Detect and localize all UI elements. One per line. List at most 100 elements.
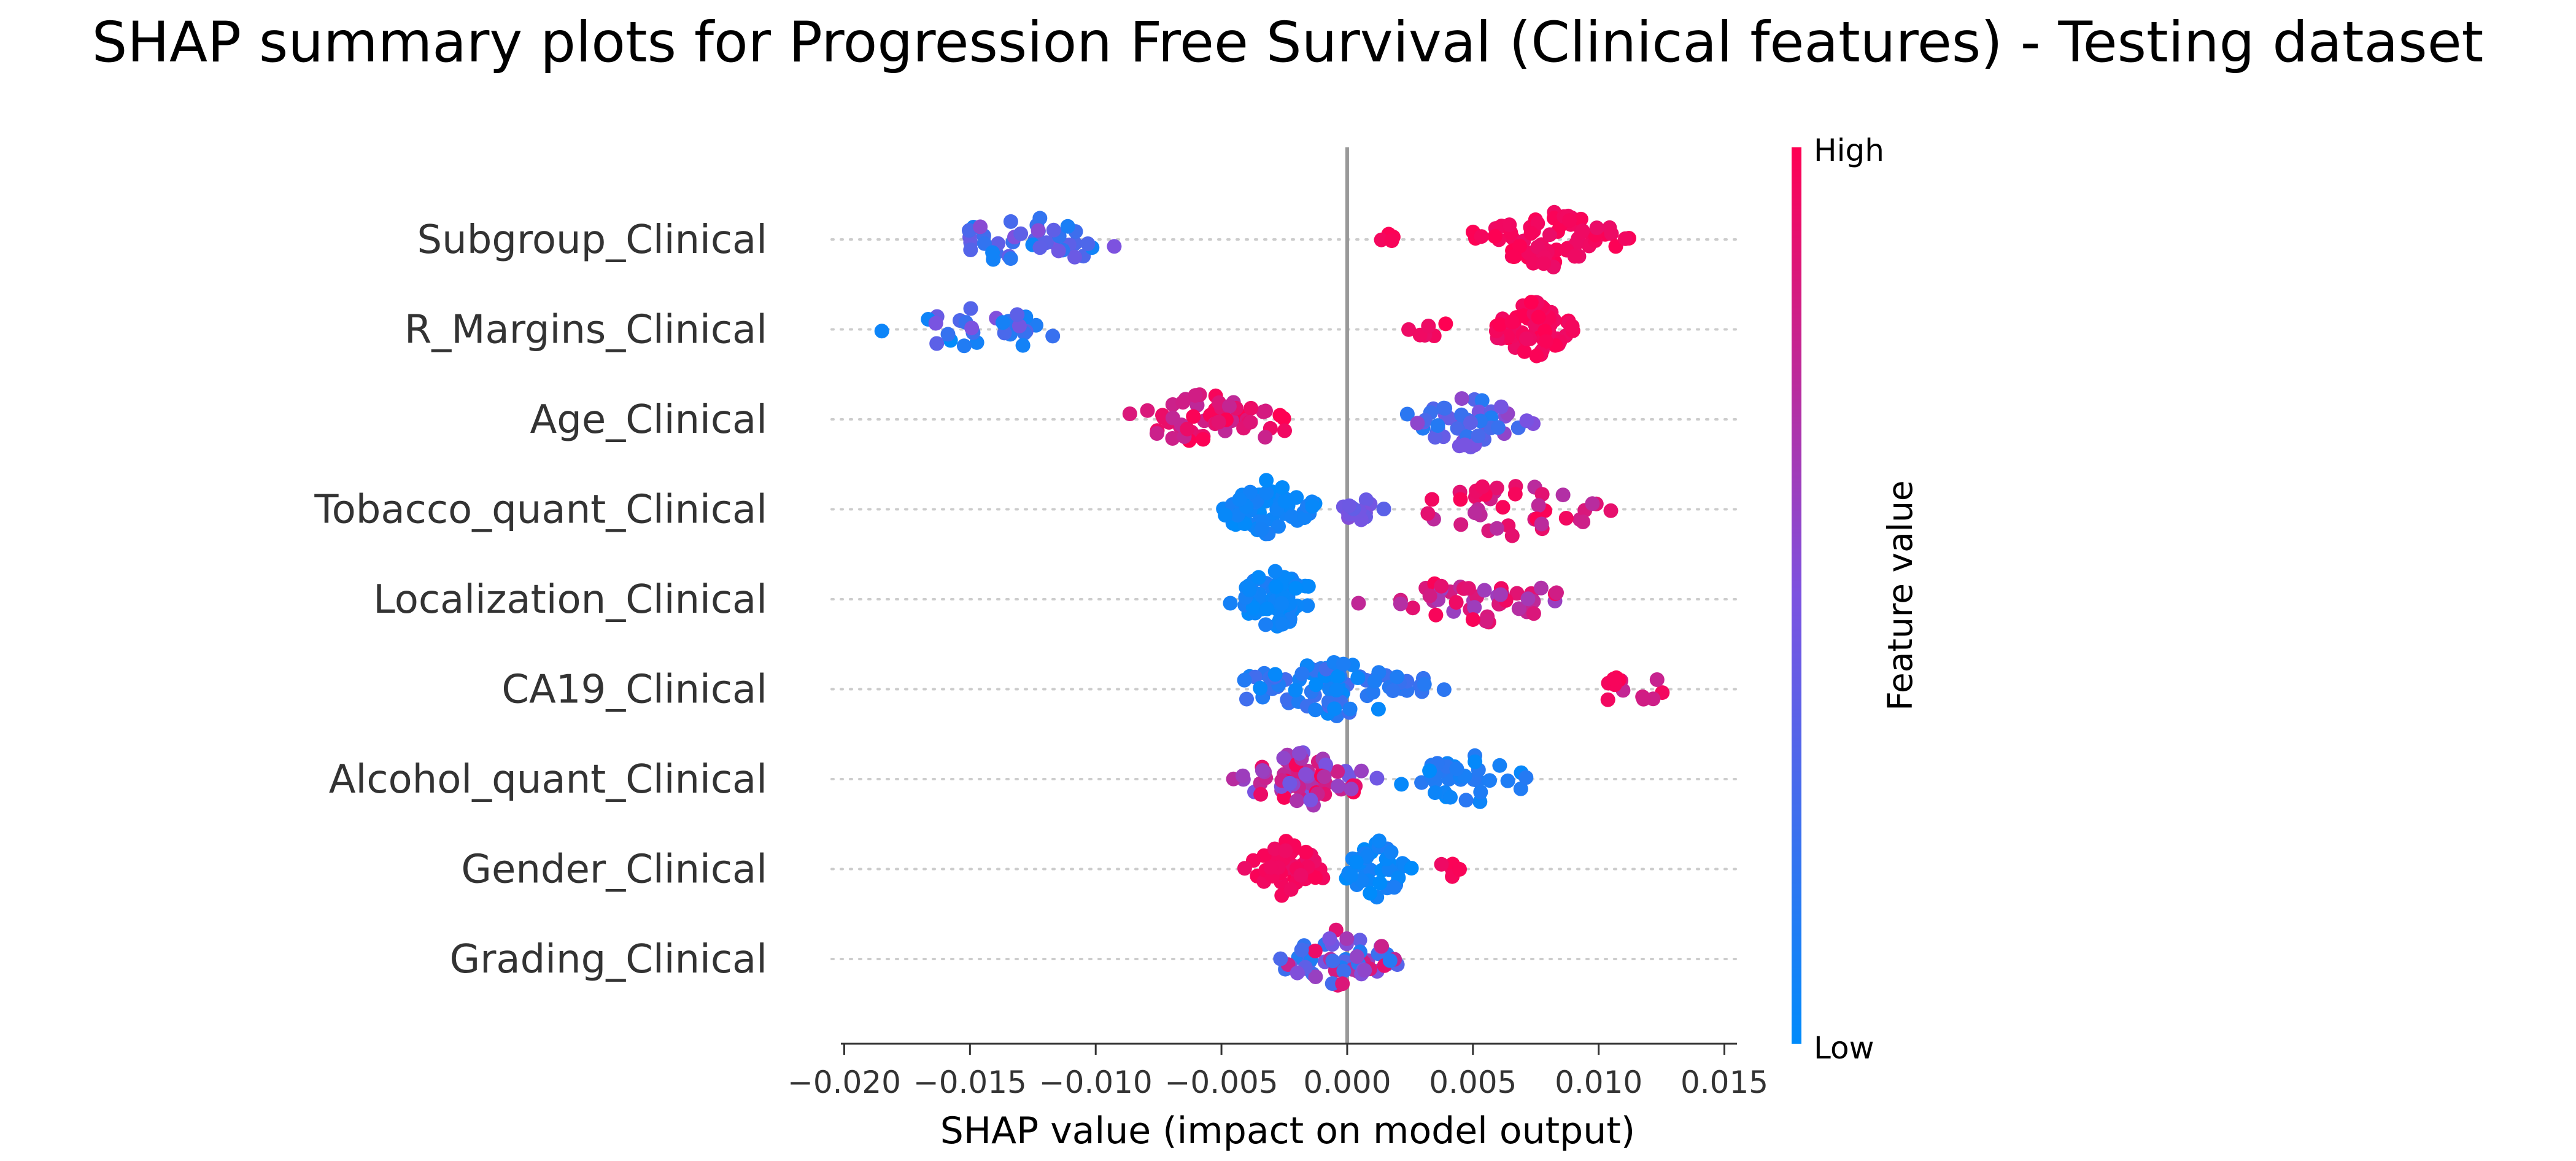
data-point bbox=[1471, 428, 1486, 443]
data-point bbox=[1354, 763, 1369, 779]
data-point bbox=[1482, 773, 1497, 788]
data-point bbox=[1454, 391, 1469, 406]
data-point bbox=[1562, 213, 1577, 228]
data-point bbox=[1259, 473, 1274, 488]
data-point bbox=[1282, 775, 1298, 791]
data-point bbox=[1290, 965, 1305, 980]
data-point bbox=[1513, 781, 1528, 796]
data-point bbox=[1387, 880, 1402, 895]
data-point bbox=[1211, 414, 1226, 430]
data-point bbox=[1245, 600, 1261, 615]
data-point bbox=[1010, 307, 1025, 322]
data-point bbox=[1519, 413, 1534, 429]
data-point bbox=[1342, 701, 1358, 716]
data-point bbox=[1251, 570, 1266, 585]
feature-label: Grading_Clinical bbox=[450, 937, 768, 982]
data-point bbox=[963, 301, 978, 316]
data-point bbox=[995, 315, 1010, 330]
data-point bbox=[1461, 581, 1476, 596]
x-tick-label: 0.015 bbox=[1681, 1065, 1768, 1100]
data-point bbox=[962, 223, 977, 238]
feature-label: R_Margins_Clinical bbox=[404, 308, 767, 353]
data-point bbox=[1526, 255, 1541, 271]
data-point bbox=[1382, 953, 1398, 968]
data-point bbox=[1489, 521, 1504, 536]
data-point bbox=[1046, 222, 1061, 238]
data-point bbox=[1576, 514, 1591, 529]
data-point bbox=[1221, 398, 1237, 414]
data-point bbox=[1344, 868, 1359, 883]
data-point bbox=[1585, 496, 1600, 511]
data-point bbox=[1267, 564, 1283, 579]
data-point bbox=[1276, 411, 1291, 426]
data-point bbox=[1534, 487, 1550, 502]
data-point bbox=[1122, 406, 1137, 421]
data-point bbox=[1512, 238, 1528, 254]
data-point bbox=[1196, 432, 1211, 447]
beeswarm-points bbox=[874, 204, 1670, 993]
data-point bbox=[1277, 494, 1293, 509]
data-point bbox=[1405, 600, 1420, 616]
data-point bbox=[1060, 219, 1075, 234]
data-point bbox=[1336, 963, 1352, 979]
data-point bbox=[963, 243, 978, 257]
data-point bbox=[1003, 214, 1018, 229]
data-point bbox=[1366, 685, 1380, 700]
data-point bbox=[1165, 410, 1180, 425]
data-point bbox=[1475, 479, 1490, 494]
data-point bbox=[1504, 528, 1520, 543]
feature-label: Subgroup_Clinical bbox=[417, 217, 767, 263]
data-point bbox=[1349, 949, 1364, 964]
data-point bbox=[1294, 942, 1309, 958]
data-point bbox=[1479, 613, 1493, 629]
data-point bbox=[1327, 701, 1342, 716]
data-point bbox=[1339, 931, 1355, 946]
x-tick-label: 0.010 bbox=[1555, 1065, 1642, 1100]
data-point bbox=[1458, 793, 1474, 808]
data-point bbox=[1443, 790, 1458, 805]
data-point bbox=[1520, 591, 1536, 607]
data-point bbox=[1534, 516, 1549, 532]
data-point bbox=[1015, 338, 1031, 353]
data-point bbox=[1523, 295, 1539, 310]
data-point bbox=[1390, 669, 1405, 685]
data-point bbox=[1536, 256, 1551, 271]
data-point bbox=[1255, 763, 1270, 778]
data-point bbox=[1273, 951, 1288, 966]
data-point bbox=[1567, 249, 1582, 264]
data-point bbox=[1436, 682, 1452, 697]
data-point bbox=[1253, 786, 1269, 802]
data-point bbox=[1493, 399, 1509, 414]
x-axis-label: SHAP value (impact on model output) bbox=[940, 1109, 1635, 1152]
data-point bbox=[1428, 607, 1444, 623]
colorbar-low-label: Low bbox=[1814, 1030, 1874, 1066]
data-point bbox=[1509, 586, 1525, 601]
data-point bbox=[1357, 963, 1372, 978]
data-point bbox=[1342, 498, 1357, 513]
x-tick-label: −0.005 bbox=[1165, 1065, 1278, 1100]
data-point bbox=[1290, 793, 1304, 809]
data-point bbox=[1422, 763, 1437, 779]
data-point bbox=[1301, 579, 1316, 594]
data-point bbox=[1051, 243, 1066, 258]
data-point bbox=[1289, 490, 1304, 505]
data-point bbox=[1308, 870, 1323, 885]
data-point bbox=[1383, 844, 1399, 860]
data-point bbox=[1165, 431, 1180, 446]
data-point bbox=[1278, 843, 1293, 858]
data-point bbox=[1367, 674, 1382, 689]
data-point bbox=[964, 320, 980, 336]
data-point bbox=[1317, 769, 1332, 785]
data-point bbox=[1507, 486, 1523, 502]
data-point bbox=[1186, 409, 1201, 424]
data-point bbox=[1330, 764, 1345, 779]
data-point bbox=[1239, 691, 1254, 707]
data-point bbox=[1149, 426, 1164, 441]
data-point bbox=[1263, 860, 1278, 875]
data-point bbox=[1232, 492, 1247, 507]
data-point bbox=[1259, 485, 1274, 500]
data-point bbox=[1350, 670, 1366, 685]
data-point bbox=[1394, 777, 1409, 792]
data-point bbox=[1384, 233, 1399, 249]
